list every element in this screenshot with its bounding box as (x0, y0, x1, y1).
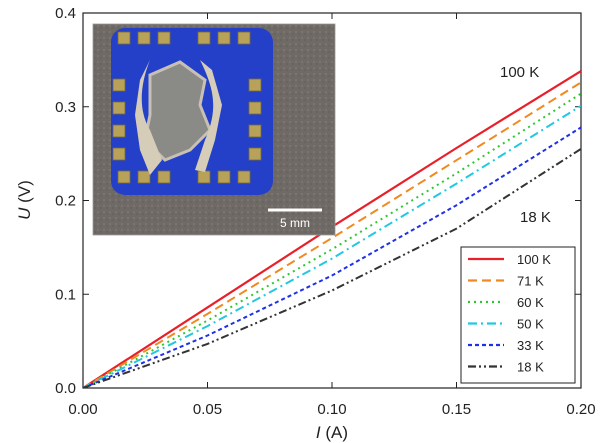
contact-pads (112, 31, 262, 184)
contact-pad (157, 31, 171, 45)
annotation-100k: 100 K (500, 64, 539, 81)
legend-label: 100 K (517, 252, 551, 267)
legend: 100 K 71 K 60 K 50 K 33 K 18 K (460, 246, 576, 384)
x-tick-label: 0.00 (68, 401, 97, 418)
x-axis-label: I (A) (316, 423, 348, 442)
series-line-33k (83, 126, 581, 388)
legend-label: 60 K (517, 295, 544, 310)
contact-pad (248, 78, 262, 92)
series-line-50k (83, 104, 581, 388)
x-tick-label: 0.15 (442, 401, 471, 418)
tick-marks (82, 12, 582, 389)
y-tick-label: 0.2 (55, 193, 76, 210)
legend-label: 18 K (517, 360, 544, 375)
silver-paste-right (195, 60, 222, 172)
tick-labels: 0.00 0.05 0.10 0.15 0.20 0.0 0.1 0.2 0.3 0.4 (55, 5, 595, 418)
legend-label: 71 K (517, 274, 544, 289)
contact-pad (217, 31, 231, 45)
contact-pad (137, 170, 151, 184)
contact-pad (112, 101, 126, 115)
y-axis-label: U (V) (15, 180, 34, 220)
contact-pad (112, 147, 126, 161)
contact-pad (117, 31, 131, 45)
contact-pad (248, 124, 262, 138)
y-tick-label: 0.3 (55, 99, 76, 116)
y-tick-label: 0.0 (55, 380, 76, 397)
legend-label: 33 K (517, 338, 544, 353)
y-tick-label: 0.4 (55, 5, 76, 22)
x-tick-label: 0.10 (317, 401, 346, 418)
legend-label: 50 K (517, 317, 544, 332)
y-tick-label: 0.1 (55, 286, 76, 303)
contact-pad (197, 31, 211, 45)
contact-pad (237, 170, 251, 184)
annotation-18k: 18 K (520, 209, 551, 226)
contact-pad (137, 31, 151, 45)
contact-pad (197, 170, 211, 184)
contact-pad (248, 101, 262, 115)
contact-pad (217, 170, 231, 184)
x-tick-label: 0.20 (566, 401, 595, 418)
contact-pad (112, 78, 126, 92)
x-tick-label: 0.05 (193, 401, 222, 418)
contact-pad (248, 147, 262, 161)
contact-pad (237, 31, 251, 45)
contact-pad (112, 124, 126, 138)
series-line-18k (83, 148, 581, 388)
silver-paste-left (135, 60, 162, 175)
contact-pad (157, 170, 171, 184)
contact-pad (117, 170, 131, 184)
inset-photo: 5 mm (92, 23, 336, 236)
scale-bar-label: 5 mm (280, 216, 310, 230)
series-line-60k (83, 92, 581, 388)
